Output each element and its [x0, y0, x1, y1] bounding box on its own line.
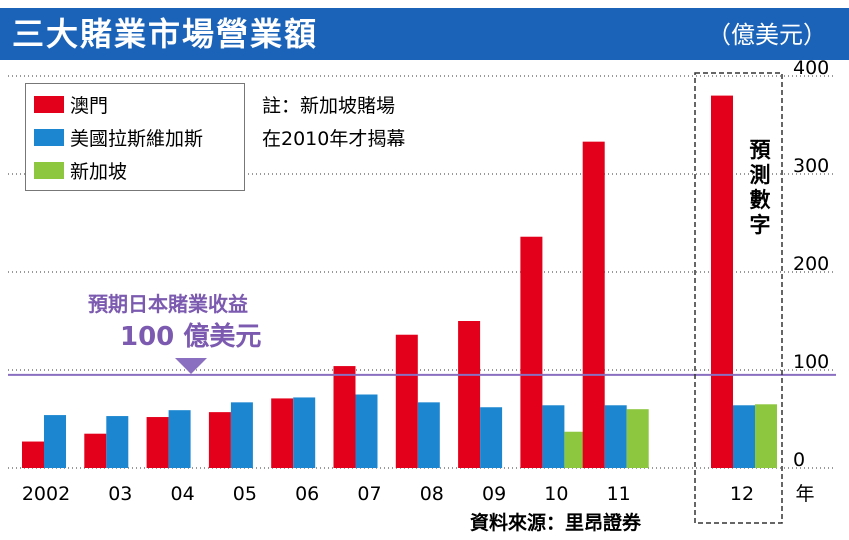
- bar-singapore: [564, 431, 587, 468]
- bar-singapore: [755, 404, 777, 468]
- bar-lasvegas: [480, 407, 503, 468]
- bar-macau: [84, 433, 107, 468]
- bar-macau: [395, 334, 418, 468]
- bar-lasvegas: [733, 405, 755, 468]
- x-tick-label: 12: [730, 483, 754, 505]
- source-credit: 資料來源：里昂證券: [470, 512, 642, 534]
- x-unit-label: 年: [795, 483, 814, 505]
- y-tick-label: 200: [793, 253, 829, 275]
- y-tick-label: 0: [793, 449, 805, 471]
- y-tick-label: 100: [793, 351, 829, 373]
- legend-swatch-lasvegas: [34, 128, 64, 146]
- bar-lasvegas: [293, 397, 316, 468]
- legend-item-singapore: 新加坡: [34, 155, 127, 185]
- x-tick-label: 04: [171, 483, 195, 505]
- x-tick-label: 07: [357, 483, 381, 505]
- bar-lasvegas: [230, 402, 253, 468]
- x-tick-label: 09: [482, 483, 506, 505]
- bar-macau: [582, 141, 605, 468]
- legend-item-macau: 澳門: [34, 89, 108, 119]
- legend-label-lasvegas: 美國拉斯維加斯: [70, 127, 204, 150]
- x-tick-label: 11: [607, 483, 631, 505]
- legend: 澳門 美國拉斯維加斯 新加坡: [25, 83, 245, 191]
- legend-label-singapore: 新加坡: [70, 160, 128, 183]
- forecast-box: [694, 72, 783, 524]
- bar-lasvegas: [355, 394, 378, 468]
- x-tick-label: 03: [108, 483, 132, 505]
- x-tick-label: 08: [420, 483, 444, 505]
- unit-label: （億美元）: [707, 21, 827, 49]
- bar-macau: [146, 417, 169, 468]
- japan-note-line1: 預期日本賭業收益: [88, 292, 248, 316]
- singapore-note-line1: 註：新加坡賭場: [262, 95, 396, 117]
- bar-lasvegas: [106, 416, 129, 468]
- bar-macau: [520, 236, 543, 468]
- singapore-note-line2: 在2010年才揭幕: [262, 128, 406, 150]
- legend-swatch-singapore: [34, 161, 64, 179]
- y-tick-label: 300: [793, 155, 829, 177]
- x-tick-label: 05: [233, 483, 257, 505]
- bar-macau: [458, 321, 481, 468]
- japan-marker-icon: [175, 358, 207, 374]
- chart-title: 三大賭業市場營業額: [12, 15, 319, 53]
- japan-note-line2: 100 億美元: [120, 322, 262, 352]
- bar-lasvegas: [604, 405, 627, 468]
- legend-label-macau: 澳門: [70, 94, 109, 117]
- bar-macau: [271, 398, 294, 468]
- forecast-label: 預測數字: [749, 138, 771, 237]
- bar-singapore: [626, 409, 649, 468]
- y-tick-label: 400: [793, 57, 829, 79]
- bar-lasvegas: [44, 415, 66, 468]
- bar-macau: [208, 412, 231, 468]
- x-tick-label: 10: [544, 483, 568, 505]
- x-tick-label: 2002: [22, 483, 70, 505]
- bar-lasvegas: [417, 402, 440, 468]
- legend-item-lasvegas: 美國拉斯維加斯: [34, 122, 203, 152]
- bar-lasvegas: [542, 405, 565, 468]
- bar-macau: [22, 441, 44, 468]
- x-tick-label: 06: [295, 483, 319, 505]
- bar-macau: [711, 95, 733, 468]
- legend-swatch-macau: [34, 95, 64, 113]
- bar-macau: [333, 366, 356, 468]
- bar-lasvegas: [168, 410, 191, 468]
- title-bar: 三大賭業市場營業額 （億美元）: [0, 8, 849, 60]
